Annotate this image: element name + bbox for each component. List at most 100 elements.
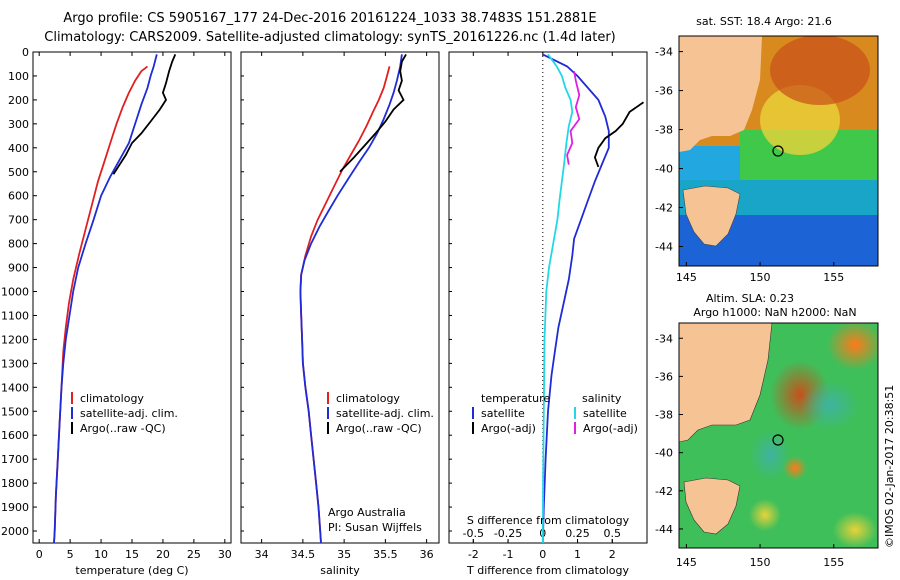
sla-lon-label: 145 xyxy=(676,556,697,569)
sst-lat-label: -34 xyxy=(655,46,673,59)
y-tick-label: 1100 xyxy=(1,309,29,322)
series-group xyxy=(299,53,407,544)
legend-label-sal-argo: Argo(-adj) xyxy=(583,422,638,435)
y-tick-label: 600 xyxy=(8,190,29,203)
salinity-legend: climatology satellite-adj. clim. Argo(..… xyxy=(327,392,434,534)
sst-lat-label: -38 xyxy=(655,124,673,137)
x-tick-label: 5 xyxy=(67,548,74,561)
sst-lat-label: -40 xyxy=(655,163,673,176)
y-tick-label: 1000 xyxy=(1,286,29,299)
y-tick-label: 0 xyxy=(22,46,29,59)
sst-lon-label: 150 xyxy=(750,271,771,284)
legend-label-climatology: climatology xyxy=(80,392,144,405)
y-tick-label: 1900 xyxy=(1,501,29,514)
legend-label-temp-argo: Argo(-adj) xyxy=(481,422,536,435)
x-axis: 34 34.5 35 35.5 36 salinity xyxy=(255,52,434,577)
sla-map xyxy=(679,323,878,548)
sla-lon-label: 155 xyxy=(823,556,844,569)
legend-label-argo: Argo(..raw -QC) xyxy=(80,422,166,435)
header-line-2: Climatology: CARS2009. Satellite-adjuste… xyxy=(44,30,616,45)
sla-low-anomaly xyxy=(800,380,860,430)
x-tick-label: -1 xyxy=(503,548,514,561)
sla-lon-label: 150 xyxy=(750,556,771,569)
sst-lon-label: 155 xyxy=(823,271,844,284)
sst-float-marker xyxy=(772,145,784,157)
series-line-satellite-adj-clim- xyxy=(299,54,403,544)
temperature-legend: climatology satellite-adj. clim. Argo(..… xyxy=(71,392,178,435)
series-line-salinity-satellite xyxy=(541,53,574,544)
sla-map-frame xyxy=(678,322,879,549)
series-line-argo-raw-qc- xyxy=(339,53,407,173)
credit-line-2: PI: Susan Wijffels xyxy=(328,521,422,534)
y-tick-label: 400 xyxy=(8,142,29,155)
sla-map-title-1: Altim. SLA: 0.23 xyxy=(706,292,794,305)
x-axis-label: T difference from climatology xyxy=(466,564,629,577)
legend-label-satellite: satellite-adj. clim. xyxy=(80,407,178,420)
legend-label-satellite: satellite-adj. clim. xyxy=(336,407,434,420)
series-line-temperature-satellite xyxy=(541,53,610,544)
x-tick-label: 30 xyxy=(218,548,232,561)
sst-red-patch xyxy=(770,36,870,105)
sla-mid-anomaly xyxy=(833,512,877,548)
x-tick-label: 36 xyxy=(420,548,434,561)
y-tick-label: 100 xyxy=(8,70,29,83)
legend-label-climatology: climatology xyxy=(336,392,400,405)
sla-lat-label: -42 xyxy=(655,485,673,498)
sla-lat-label: -40 xyxy=(655,447,673,460)
map-ticks: -34 -34 -36 -36 -38 -38 -40 -40 -42 -42 -44 -44 145 1… xyxy=(655,46,844,569)
x-tick-label: 2 xyxy=(609,548,616,561)
y-tick-label: 500 xyxy=(8,166,29,179)
x-axis: 0 5 10 15 20 25 30 temperature (deg C) xyxy=(36,52,232,577)
series-line-argo-raw-qc- xyxy=(112,54,177,175)
sst-lat-label: -36 xyxy=(655,85,673,98)
plot-frame xyxy=(240,51,440,544)
x-tick-label: 35.5 xyxy=(373,548,398,561)
y-tick-label: 1500 xyxy=(1,405,29,418)
sla-high-anomaly xyxy=(783,456,807,480)
difference-legend: temperature satellite Argo(-adj) salinit… xyxy=(467,392,638,527)
top-axis-label: S difference from climatology xyxy=(467,514,630,527)
y-tick-label: 200 xyxy=(8,94,29,107)
legend-label-temp-satellite: satellite xyxy=(481,407,525,420)
panel-temperature: 0 5 10 15 20 25 30 temperature (deg C) 0 100 200 30… xyxy=(1,46,232,577)
sla-low-anomaly xyxy=(750,430,790,480)
x-tick-label: 0 xyxy=(539,548,546,561)
legend-title-temperature: temperature xyxy=(481,392,550,405)
y-tick-label: 800 xyxy=(8,238,29,251)
plot-frame xyxy=(448,51,648,544)
legend-title-salinity: salinity xyxy=(582,392,622,405)
x-tick-label: 20 xyxy=(156,548,170,561)
series-line-temperature-argo-adj- xyxy=(593,101,645,168)
x-tick-label: 35 xyxy=(337,548,351,561)
sla-mainland xyxy=(679,323,773,443)
x-tick-label: 34 xyxy=(255,548,269,561)
sst-lon-label: 145 xyxy=(676,271,697,284)
x-tick-label: 1 xyxy=(574,548,581,561)
sst-mainland xyxy=(679,36,762,152)
panel-difference: -2 -1 0 1 2 T difference from climatology -0.5… xyxy=(448,51,648,577)
series-line-satellite-adj-clim- xyxy=(53,54,158,544)
top-x-tick-label: 0.5 xyxy=(604,527,622,540)
plot-frame xyxy=(32,51,232,544)
y-tick-label: 1600 xyxy=(1,429,29,442)
y-tick-label: 1700 xyxy=(1,453,29,466)
sst-lat-label: -42 xyxy=(655,202,673,215)
series-line-salinity-argo-adj- xyxy=(566,71,581,165)
sst-tasmania xyxy=(682,185,741,247)
y-tick-label: 1200 xyxy=(1,333,29,346)
header-line-1: Argo profile: CS 5905167_177 24-Dec-2016… xyxy=(63,11,596,26)
sla-lat-label: -36 xyxy=(655,370,673,383)
y-tick-label: 700 xyxy=(8,214,29,227)
y-tick-label: 1300 xyxy=(1,357,29,370)
y-tick-label: 900 xyxy=(8,262,29,275)
sst-map-frame xyxy=(678,35,879,267)
sst-lat-label: -44 xyxy=(655,241,673,254)
sla-high-anomaly xyxy=(827,323,878,370)
sla-lat-label: -44 xyxy=(655,523,673,536)
x-tick-label: 10 xyxy=(94,548,108,561)
panel-salinity: 34 34.5 35 35.5 36 salinity xyxy=(240,51,440,577)
imos-stamp: ©IMOS 02-Jan-2017 20:38:51 xyxy=(883,385,896,548)
sla-tasmania xyxy=(683,477,741,535)
y-tick-label: 1400 xyxy=(1,381,29,394)
